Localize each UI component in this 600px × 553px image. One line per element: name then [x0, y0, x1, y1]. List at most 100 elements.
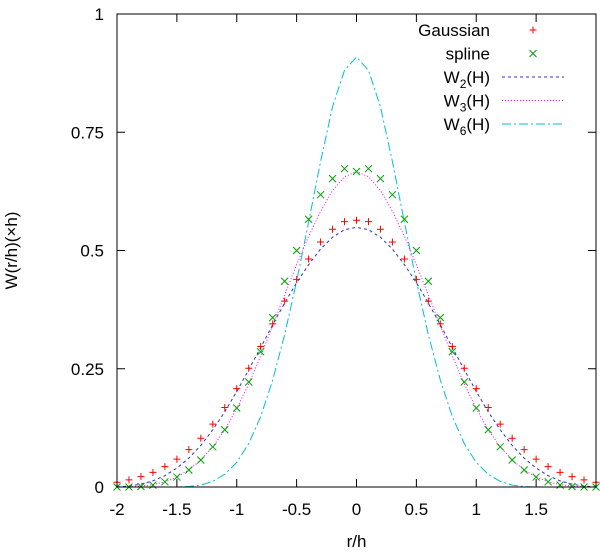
data-point	[520, 446, 528, 454]
data-point	[400, 215, 409, 224]
data-point	[448, 343, 456, 351]
data-point	[125, 476, 133, 484]
data-point	[532, 473, 540, 481]
data-point	[353, 216, 360, 224]
series-line	[117, 56, 596, 488]
data-point	[341, 218, 349, 226]
data-point	[472, 404, 481, 412]
data-point	[484, 404, 492, 412]
data-point	[412, 275, 420, 283]
data-point	[292, 246, 301, 255]
data-point	[220, 425, 229, 434]
legend-marker	[529, 49, 537, 58]
x-tick-label: 1.5	[524, 500, 548, 519]
data-point	[221, 404, 229, 412]
legend-label-tail: (H)	[466, 115, 490, 134]
data-point	[149, 468, 157, 476]
data-point	[424, 297, 432, 305]
data-point	[352, 167, 361, 176]
series-line	[116, 226, 597, 488]
data-point	[436, 313, 445, 322]
data-point	[364, 164, 373, 173]
data-point	[376, 174, 385, 183]
legend-label: W3(H)	[444, 92, 490, 115]
legend-marker	[529, 26, 537, 34]
x-tick-label: 0.5	[405, 500, 429, 519]
x-tick-label: -1.5	[162, 500, 191, 519]
y-tick-label: 0.25	[71, 360, 104, 379]
data-point	[161, 477, 169, 486]
legend-item: spline	[446, 45, 537, 64]
data-point	[280, 277, 289, 286]
legend-label-tail: (H)	[466, 68, 490, 87]
data-point	[257, 343, 265, 351]
data-point	[544, 477, 552, 486]
y-axis-label: W(r/h)(×h)	[2, 212, 21, 290]
series-W2(H)	[116, 226, 597, 488]
series-Gaussian	[113, 216, 600, 486]
x-axis: -2 -1.5 -1 -0.5 0 0.5 1 1.5	[109, 14, 548, 519]
data-point	[304, 215, 313, 224]
data-point	[340, 164, 349, 173]
data-point	[472, 385, 480, 393]
legend-label-subscript: 2	[460, 77, 467, 91]
data-point	[256, 347, 265, 356]
data-point	[316, 190, 325, 199]
data-point	[184, 466, 193, 474]
data-point	[329, 225, 337, 233]
data-point	[317, 238, 325, 246]
legend-label-main: W	[444, 68, 460, 87]
x-axis-label: r/h	[347, 532, 367, 551]
data-point	[328, 174, 337, 183]
data-point	[508, 434, 516, 442]
data-point	[209, 420, 217, 428]
data-point	[460, 378, 469, 386]
series-W6(H)	[117, 56, 596, 488]
y-tick-label: 0	[95, 478, 104, 497]
x-tick-label: -1	[229, 500, 244, 519]
data-point	[244, 378, 253, 386]
data-point	[484, 425, 493, 434]
data-point	[196, 456, 205, 464]
legend-item: W2(H)	[444, 68, 564, 91]
data-point	[305, 255, 313, 263]
x-tick-label: -2	[109, 500, 124, 519]
legend-label-text: spline	[446, 45, 490, 64]
data-point	[245, 364, 253, 372]
series-spline	[113, 164, 600, 491]
data-point	[269, 320, 277, 328]
data-point	[388, 238, 396, 246]
data-point	[293, 275, 301, 283]
data-point	[364, 218, 372, 226]
data-point	[412, 246, 421, 255]
legend-label: spline	[446, 45, 490, 64]
data-point	[161, 463, 169, 471]
data-point	[496, 420, 504, 428]
legend-item: Gaussian	[418, 21, 537, 40]
data-point	[508, 456, 517, 464]
x-tick-label: -0.5	[282, 500, 311, 519]
data-point	[281, 297, 289, 305]
data-point	[233, 385, 241, 393]
y-tick-label: 0.75	[71, 123, 104, 142]
plot-marks	[113, 56, 600, 491]
data-point	[532, 455, 540, 463]
data-point	[197, 434, 205, 442]
x-tick-label: 0	[352, 500, 361, 519]
data-point	[400, 255, 408, 263]
y-tick-label: 1	[95, 5, 104, 24]
legend-label-text: Gaussian	[418, 21, 490, 40]
legend-label-subscript: 3	[460, 101, 467, 115]
data-point	[173, 455, 181, 463]
data-point	[388, 190, 397, 199]
data-point	[436, 320, 444, 328]
data-point	[424, 277, 433, 286]
data-point	[137, 473, 145, 481]
data-point	[496, 442, 505, 451]
data-point	[556, 468, 564, 476]
legend-label-subscript: 6	[460, 124, 467, 138]
x-tick-label: 1	[472, 500, 481, 519]
data-point	[448, 347, 457, 356]
data-point	[544, 463, 552, 471]
